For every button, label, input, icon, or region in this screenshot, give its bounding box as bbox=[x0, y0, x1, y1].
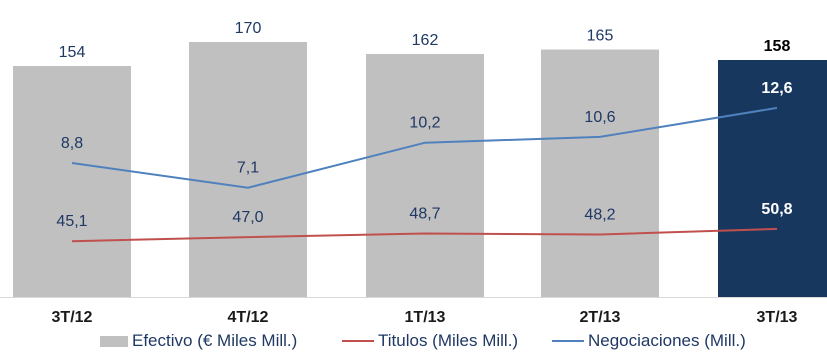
legend: Efectivo (€ Miles Mill.) Titulos (Miles … bbox=[0, 328, 827, 352]
chart: 154 3T/12 170 4T/12 162 1T/13 165 2T/13 158 3T/13… bbox=[0, 20, 827, 326]
line-negociaciones bbox=[71, 106, 778, 189]
bar-value-label-0: 154 bbox=[59, 44, 86, 61]
category-label-1: 4T/12 bbox=[228, 309, 269, 326]
legend-label-efectivo: Efectivo (€ Miles Mill.) bbox=[132, 331, 298, 350]
bar-2 bbox=[366, 54, 484, 297]
legend-swatch-titulos bbox=[342, 340, 374, 342]
titulos-label-0: 45,1 bbox=[56, 213, 87, 230]
bar-value-label-3: 165 bbox=[587, 28, 614, 45]
bar-4 bbox=[718, 60, 827, 297]
bar-value-label-4: 158 bbox=[764, 38, 791, 55]
negociaciones-label-2: 10,2 bbox=[409, 115, 440, 132]
line-titulos bbox=[71, 227, 778, 243]
bar-3 bbox=[541, 49, 659, 297]
legend-item-negociaciones: Negociaciones (Mill.) bbox=[552, 331, 746, 351]
category-label-3: 2T/13 bbox=[580, 309, 621, 326]
bar-value-label-1: 170 bbox=[235, 20, 262, 37]
bar-1 bbox=[189, 42, 307, 297]
legend-label-negociaciones: Negociaciones (Mill.) bbox=[588, 331, 746, 350]
negociaciones-label-1: 7,1 bbox=[237, 160, 259, 177]
legend-swatch-negociaciones bbox=[552, 340, 584, 342]
legend-item-titulos: Titulos (Miles Mill.) bbox=[342, 331, 518, 351]
titulos-label-4: 50,8 bbox=[761, 201, 792, 218]
titulos-label-3: 48,2 bbox=[584, 207, 615, 224]
category-label-4: 3T/13 bbox=[757, 309, 798, 326]
bar-0 bbox=[13, 66, 131, 297]
category-label-2: 1T/13 bbox=[405, 309, 446, 326]
legend-label-titulos: Titulos (Miles Mill.) bbox=[378, 331, 519, 350]
titulos-label-1: 47,0 bbox=[232, 209, 263, 226]
legend-item-efectivo: Efectivo (€ Miles Mill.) bbox=[100, 331, 297, 351]
negociaciones-label-0: 8,8 bbox=[61, 135, 83, 152]
negociaciones-label-3: 10,6 bbox=[584, 109, 615, 126]
category-label-0: 3T/12 bbox=[52, 309, 93, 326]
negociaciones-label-4: 12,6 bbox=[761, 80, 792, 97]
legend-swatch-efectivo bbox=[100, 335, 128, 347]
titulos-label-2: 48,7 bbox=[409, 205, 440, 222]
bar-value-label-2: 162 bbox=[412, 32, 439, 49]
